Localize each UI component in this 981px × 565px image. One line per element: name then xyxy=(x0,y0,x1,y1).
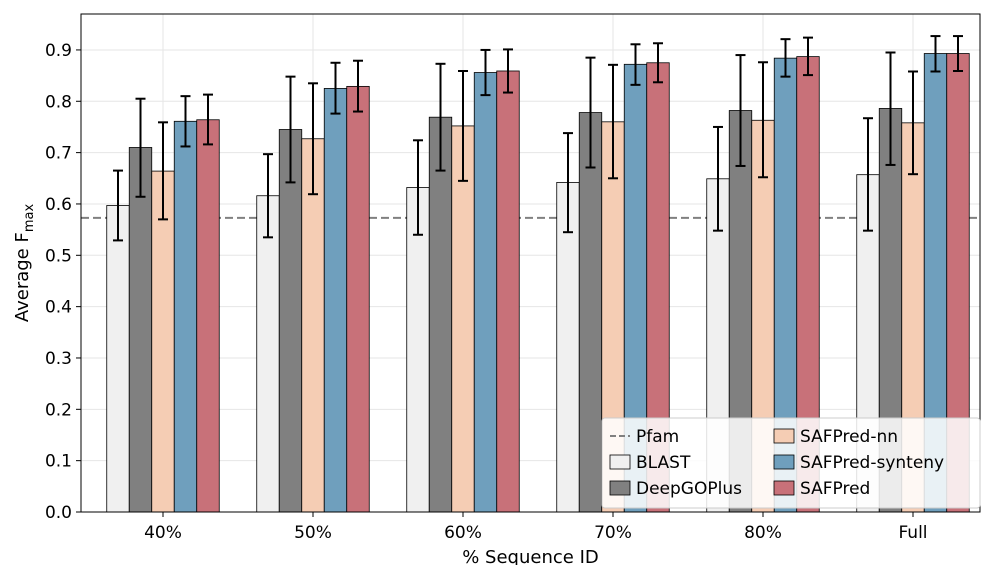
bar-safpred-2 xyxy=(496,70,520,513)
y-tick-label: 0.9 xyxy=(45,41,72,61)
legend-label-safpred: SAFPred xyxy=(800,479,870,499)
legend-swatch-safpred-synteny xyxy=(773,454,795,470)
y-tick-label: 0.3 xyxy=(45,349,72,369)
bars-layer xyxy=(106,53,970,513)
legend-swatch-deepgoplus xyxy=(609,480,631,496)
bar-safpred-synteny-1 xyxy=(323,88,348,513)
bar-deepgoplus-3 xyxy=(578,112,603,513)
plot-frame xyxy=(80,13,981,513)
legend-label-safpred-nn: SAFPred-nn xyxy=(800,427,898,447)
legend-label-pfam: Pfam xyxy=(636,427,679,447)
bar-safpred-synteny-2 xyxy=(473,72,498,513)
legend: Pfam SAFPred-nn BLAST SAFPred-synteny DeepGO… xyxy=(601,417,981,509)
x-axis-label: % Sequence ID xyxy=(462,547,599,565)
bar-safpred-0 xyxy=(196,119,220,513)
x-tick-label: 60% xyxy=(444,523,482,543)
x-tick-label: Full xyxy=(898,523,927,543)
bar-safpred-nn-2 xyxy=(451,125,475,513)
legend-swatch-blast xyxy=(609,454,631,470)
axis-ticks: 0.0 0.1 0.2 0.3 0.4 0.5 0.6 0.7 0.8 0.9 40% 50% 60% 7… xyxy=(45,41,928,543)
y-axis-label-main: Average F xyxy=(12,232,33,322)
bar-blast-1 xyxy=(256,195,280,513)
bar-safpred-synteny-0 xyxy=(173,120,198,513)
bar-safpred-nn-0 xyxy=(151,170,175,513)
bar-deepgoplus-2 xyxy=(428,116,453,513)
x-tick-label: 70% xyxy=(594,523,632,543)
x-tick-label: 80% xyxy=(744,523,782,543)
x-tick-label: 40% xyxy=(144,523,182,543)
bar-blast-0 xyxy=(106,205,130,513)
y-axis-label: Average Fmax xyxy=(12,204,37,323)
x-tick-label: 50% xyxy=(294,523,332,543)
y-tick-label: 0.7 xyxy=(45,144,72,164)
legend-swatch-safpred xyxy=(773,480,795,496)
legend-label-blast: BLAST xyxy=(636,453,691,473)
legend-label-safpred-synteny: SAFPred-synteny xyxy=(800,453,944,473)
legend-label-deepgoplus: DeepGOPlus xyxy=(636,479,742,499)
y-tick-label: 0.0 xyxy=(45,503,72,523)
y-tick-label: 0.8 xyxy=(45,92,72,112)
y-tick-label: 0.1 xyxy=(45,452,72,472)
y-axis-label-subscript: max xyxy=(22,204,37,233)
legend-swatch-safpred-nn xyxy=(773,428,795,444)
error-bars-layer xyxy=(113,35,963,242)
y-tick-label: 0.2 xyxy=(45,400,72,420)
bar-safpred-1 xyxy=(346,85,370,513)
y-tick-label: 0.5 xyxy=(45,246,72,266)
bar-deepgoplus-0 xyxy=(128,147,153,513)
bar-blast-2 xyxy=(406,187,430,513)
y-tick-label: 0.6 xyxy=(45,195,72,215)
y-tick-label: 0.4 xyxy=(45,298,72,318)
bar-deepgoplus-1 xyxy=(278,129,303,513)
